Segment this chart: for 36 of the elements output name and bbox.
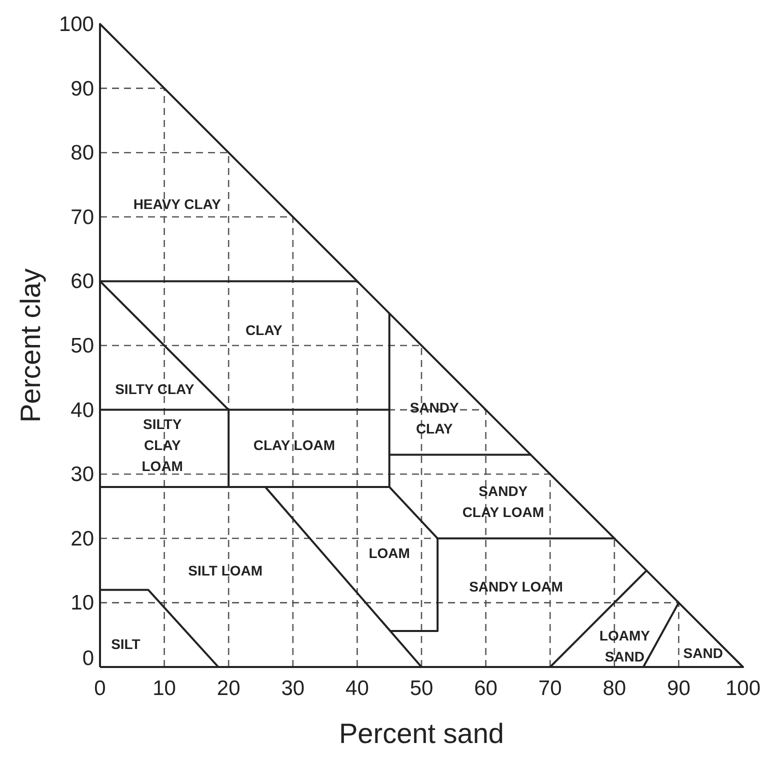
x-tick-label: 20	[216, 677, 240, 700]
annotation: SANDY CLAY	[410, 400, 460, 437]
annotation: LOAM	[368, 545, 410, 562]
y-tick-label: 0	[82, 647, 94, 670]
annotation: CLAY	[246, 322, 284, 338]
y-tick-label: 10	[70, 592, 94, 615]
annotation: LOAMY SAND	[599, 627, 651, 664]
y-tick-label: 50	[70, 334, 94, 358]
annotation: SAND	[683, 644, 723, 661]
x-tick-label: 70	[538, 677, 562, 700]
annotation: SILTY CLAY LOAM	[142, 416, 183, 474]
y-tick-label: 100	[58, 13, 94, 36]
y-tick-label: 40	[70, 398, 94, 422]
x-tick-label: 50	[410, 677, 434, 700]
y-tick-label: 80	[70, 142, 94, 165]
y-tick-label: 20	[70, 527, 94, 550]
y-tick-label: 60	[70, 270, 94, 294]
x-tick-label: 10	[152, 677, 176, 700]
annotation: SILT LOAM	[188, 562, 263, 579]
annotation: SANDY LOAM	[469, 578, 563, 595]
annotation: SILT	[111, 636, 141, 652]
x-tick-label: 40	[346, 677, 369, 700]
y-axis-title: Percent clay	[15, 268, 46, 423]
x-tick-label: 90	[667, 677, 690, 700]
y-tick-label: 70	[70, 206, 94, 229]
annotation: SANDY CLAY LOAM	[462, 483, 544, 520]
annotation: HEAVY CLAY	[133, 196, 222, 212]
y-tick-label: 90	[70, 77, 94, 100]
y-tick-label: 30	[70, 463, 94, 486]
x-axis-title: Percent sand	[339, 718, 504, 749]
x-tick-label: 60	[474, 677, 498, 700]
annotation: SILTY CLAY	[115, 381, 195, 398]
x-tick-label: 100	[725, 677, 761, 700]
annotation: CLAY LOAM	[253, 437, 336, 454]
x-tick-label: 80	[602, 677, 626, 700]
x-tick-label: 30	[281, 677, 305, 700]
